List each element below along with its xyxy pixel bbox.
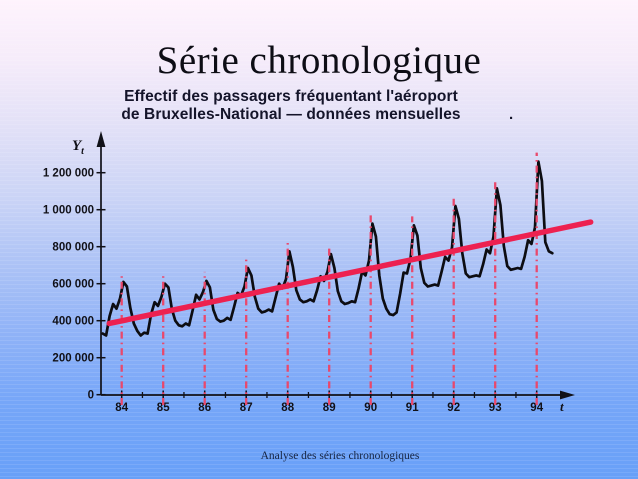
x-tick-label: 91 [406,402,419,414]
x-tick-label: 89 [323,402,336,414]
y-tick-label: 400 000 [52,316,94,328]
x-tick-label: 84 [115,402,128,414]
x-axis-arrow-icon [560,390,575,400]
chart-heading-line1: Effectif des passagers fréquentant l'aér… [124,88,458,105]
y-tick-label: 0 [88,390,94,402]
slide-footer: Analyse des séries chronologiques [260,450,420,462]
x-tick-label: 88 [281,402,294,414]
y-tick-label: 800 000 [52,242,94,254]
slide-title: Série chronologique [156,39,482,82]
y-axis-arrow-icon [96,131,106,147]
passenger-series-line [101,160,554,337]
trend-line [106,219,594,327]
y-tick-label: 200 000 [52,353,94,365]
y-axis-label: Yt [72,138,85,157]
x-tick-label: 85 [157,402,170,414]
y-tick-label: 1 000 000 [43,205,94,217]
x-axis-label: t [560,399,564,414]
chart-heading-line2: de Bruxelles-National — données mensuell… [121,106,461,123]
x-tick-label: 90 [364,402,377,414]
y-tick-label: 1 200 000 [43,168,94,180]
stray-dot: . [509,106,514,123]
chart-heading: Effectif des passagers fréquentant l'aér… [0,88,582,124]
x-tick-label: 86 [198,402,211,414]
x-tick-label: 94 [530,402,543,414]
x-tick-label: 93 [489,402,502,414]
y-tick-label: 600 000 [52,279,94,291]
x-tick-label: 92 [447,402,460,414]
x-tick-label: 87 [240,402,253,414]
